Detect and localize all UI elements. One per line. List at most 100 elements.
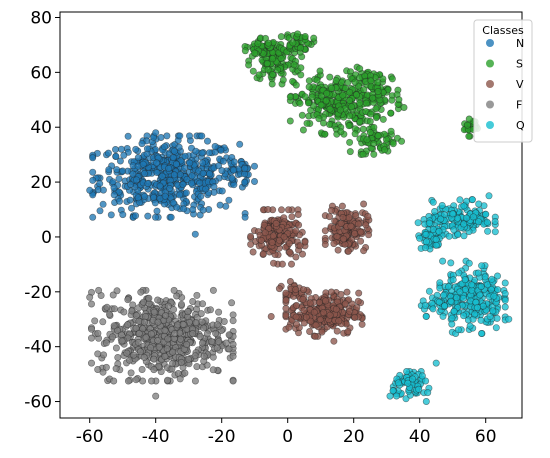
data-point	[172, 160, 180, 168]
data-point	[346, 148, 354, 156]
data-point	[465, 132, 473, 140]
data-point	[115, 175, 123, 183]
data-point	[189, 297, 197, 305]
points-layer	[86, 30, 513, 405]
data-point	[337, 219, 345, 227]
x-tick-label: 20	[343, 427, 365, 447]
data-point	[264, 66, 272, 74]
data-point	[191, 377, 199, 385]
data-point	[216, 201, 224, 209]
data-point	[132, 324, 140, 332]
data-point	[96, 180, 104, 188]
data-point	[471, 310, 479, 318]
data-point	[136, 348, 144, 356]
data-point	[212, 329, 220, 337]
data-point	[319, 309, 327, 317]
data-point	[119, 167, 127, 175]
data-point	[241, 213, 249, 221]
data-point	[392, 392, 400, 400]
data-point	[330, 240, 338, 248]
data-point	[199, 159, 207, 167]
data-point	[415, 385, 423, 393]
data-point	[450, 226, 458, 234]
data-point	[341, 84, 349, 92]
data-point	[127, 181, 135, 189]
data-point	[449, 210, 457, 218]
data-point	[491, 228, 499, 236]
legend-label: S	[516, 58, 523, 71]
data-point	[421, 244, 429, 252]
data-point	[351, 313, 359, 321]
data-point	[264, 39, 272, 47]
data-point	[366, 118, 374, 126]
data-point	[326, 105, 334, 113]
legend-marker	[486, 59, 494, 68]
data-point	[153, 169, 161, 177]
data-point	[89, 213, 97, 221]
data-point	[327, 288, 335, 296]
data-point	[444, 283, 452, 291]
data-point	[169, 154, 177, 162]
data-point	[466, 322, 474, 330]
data-point	[379, 75, 387, 83]
data-point	[245, 61, 253, 69]
data-point	[150, 355, 158, 363]
data-point	[285, 323, 293, 331]
x-tick-label: -40	[142, 427, 170, 447]
data-point	[215, 308, 223, 316]
data-point	[296, 99, 304, 107]
data-point	[178, 300, 186, 308]
data-point	[191, 230, 199, 238]
data-point	[163, 132, 171, 140]
data-point	[219, 157, 227, 165]
data-point	[418, 372, 426, 380]
data-point	[493, 314, 501, 322]
data-point	[113, 166, 121, 174]
data-point	[112, 344, 120, 352]
legend-label: Q	[516, 119, 525, 132]
data-point	[215, 338, 223, 346]
data-point	[200, 324, 208, 332]
data-point	[387, 127, 395, 135]
data-point	[154, 296, 162, 304]
data-point	[333, 327, 341, 335]
data-point	[438, 202, 446, 210]
data-point	[183, 340, 191, 348]
data-point	[188, 179, 196, 187]
data-point	[236, 140, 244, 148]
x-tick-label: 40	[409, 427, 431, 447]
data-point	[278, 260, 286, 268]
data-point	[197, 310, 205, 318]
data-point	[118, 337, 126, 345]
data-point	[106, 310, 114, 318]
data-point	[199, 206, 207, 214]
data-point	[357, 237, 365, 245]
data-point	[365, 231, 373, 239]
data-point	[130, 351, 138, 359]
data-point	[322, 97, 330, 105]
data-point	[277, 33, 285, 41]
data-point	[297, 71, 305, 79]
data-point	[180, 205, 188, 213]
data-point	[150, 194, 158, 202]
data-point	[112, 146, 120, 154]
data-point	[362, 99, 370, 107]
data-point	[286, 117, 294, 125]
data-point	[268, 238, 276, 246]
data-point	[91, 317, 99, 325]
data-point	[144, 180, 152, 188]
data-point	[161, 352, 169, 360]
data-point	[129, 301, 137, 309]
data-point	[203, 330, 211, 338]
data-point	[247, 232, 255, 240]
legend-entry-v: V	[486, 78, 524, 91]
data-point	[468, 196, 476, 204]
data-point	[229, 311, 237, 319]
data-point	[116, 157, 124, 165]
data-point	[351, 78, 359, 86]
data-point	[326, 311, 334, 319]
data-point	[254, 40, 262, 48]
data-point	[409, 375, 417, 383]
data-point	[346, 112, 354, 120]
data-point	[167, 213, 175, 221]
